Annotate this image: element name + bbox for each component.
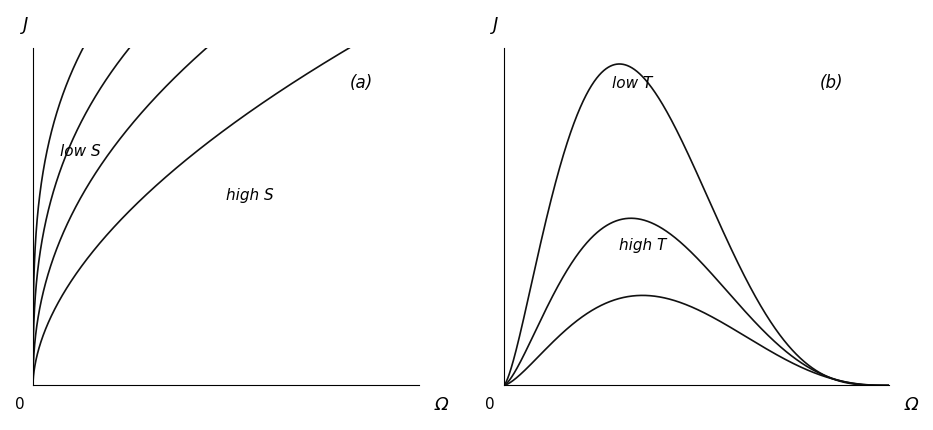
Text: 0: 0 <box>485 397 495 412</box>
Text: J: J <box>494 16 498 34</box>
Text: low T: low T <box>612 77 652 92</box>
Text: Ω: Ω <box>905 396 919 414</box>
Text: Ω: Ω <box>434 396 448 414</box>
Text: high S: high S <box>226 188 273 203</box>
Text: J: J <box>22 16 28 34</box>
Text: (b): (b) <box>820 74 843 92</box>
Text: (a): (a) <box>349 74 372 92</box>
Text: low S: low S <box>60 144 101 159</box>
Text: high T: high T <box>620 238 667 253</box>
Text: 0: 0 <box>15 397 24 412</box>
